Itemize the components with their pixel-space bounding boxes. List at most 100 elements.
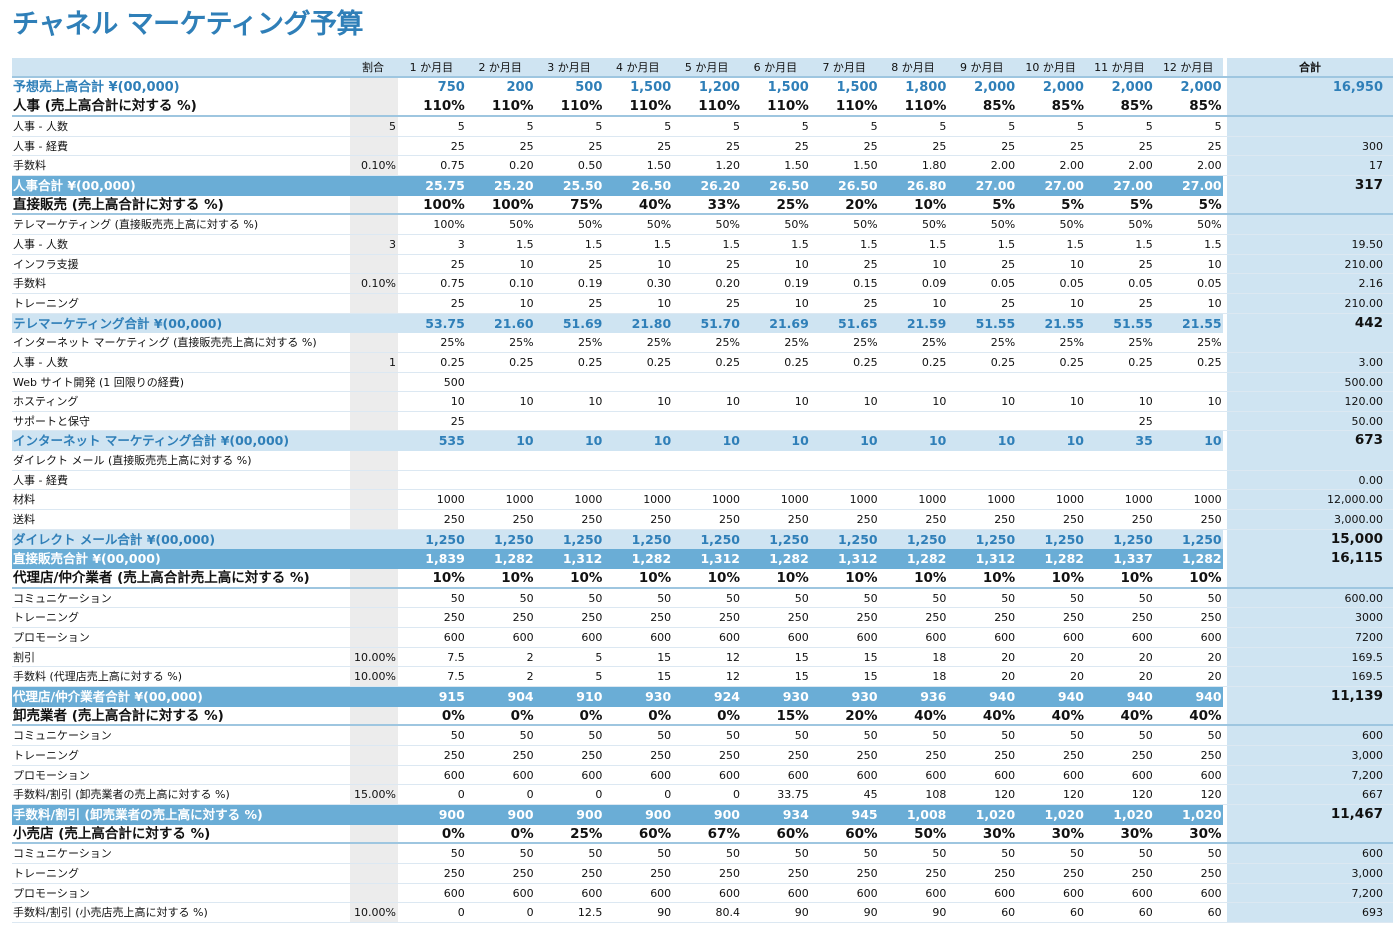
month-value-cell[interactable]: 1,020	[1113, 806, 1153, 822]
month-value-cell[interactable]: 40%	[638, 196, 672, 213]
month-value-cell[interactable]: 50	[588, 729, 603, 743]
row-pct-cell[interactable]	[350, 765, 398, 785]
row-label-cell[interactable]: コミュニケーション	[13, 591, 112, 605]
month-value-cell[interactable]	[398, 471, 467, 490]
month-value-cell[interactable]: 5	[595, 650, 603, 664]
month-value-cell[interactable]: 7.5	[447, 670, 465, 684]
month-value-cell[interactable]: 1,250	[700, 531, 740, 547]
row-pct-cell[interactable]: 10.00%	[350, 647, 398, 667]
month-value-cell[interactable]: 5	[595, 670, 603, 684]
month-value-cell[interactable]: 940	[1195, 689, 1222, 704]
month-value-cell[interactable]: 53.75	[425, 315, 465, 331]
month-value-cell[interactable]	[536, 412, 605, 431]
row-label-cell[interactable]: サポートと保守	[13, 414, 90, 428]
month-value-cell[interactable]: 250	[1131, 748, 1153, 762]
month-value-cell[interactable]: 0.20	[715, 277, 740, 291]
month-value-cell[interactable]: 250	[718, 748, 740, 762]
month-value-cell[interactable]: 2.00	[1059, 159, 1084, 173]
month-value-cell[interactable]: 250	[581, 513, 603, 527]
month-value-cell[interactable]: 40%	[1051, 707, 1084, 724]
month-value-cell[interactable]: 2.00	[990, 159, 1016, 173]
month-value-cell[interactable]	[811, 412, 880, 431]
month-value-cell[interactable]: 250	[1131, 866, 1153, 880]
month-value-cell[interactable]: 50%	[853, 218, 878, 232]
month-value-cell[interactable]: 25	[932, 139, 947, 153]
month-value-cell[interactable]: 1,500	[836, 79, 878, 95]
month-value-cell[interactable]: 25	[794, 139, 809, 153]
month-value-cell[interactable]	[1155, 412, 1224, 431]
month-value-cell[interactable]: 600	[581, 886, 603, 900]
month-value-cell[interactable]: 50	[1207, 591, 1222, 605]
month-value-cell[interactable]: 50	[450, 729, 465, 743]
row-label-cell[interactable]: 手数料	[13, 159, 46, 173]
month-value-cell[interactable]: 600	[1131, 631, 1153, 645]
month-value-cell[interactable]: 924	[713, 689, 740, 704]
row-label-cell[interactable]: プロモーション	[13, 886, 90, 900]
row-total-cell[interactable]	[1227, 569, 1393, 587]
row-label-cell[interactable]: 代理店/仲介業者 (売上高合計売上高に対する %)	[13, 570, 310, 587]
month-value-cell[interactable]	[673, 471, 742, 490]
month-value-cell[interactable]: 25%	[784, 336, 809, 350]
row-label-cell[interactable]: コミュニケーション	[13, 729, 112, 743]
header-month-cell[interactable]: 9 か月目	[960, 61, 1004, 74]
month-value-cell[interactable]: 100%	[433, 218, 465, 232]
month-value-cell[interactable]: 600	[650, 631, 672, 645]
month-value-cell[interactable]: 60%	[776, 825, 809, 842]
month-value-cell[interactable]: 1,500	[767, 79, 809, 95]
month-value-cell[interactable]: 0	[457, 788, 465, 802]
row-total-cell[interactable]: 12,000.00	[1227, 490, 1393, 510]
row-total-cell[interactable]: 120.00	[1227, 392, 1393, 411]
month-value-cell[interactable]: 600	[1200, 886, 1222, 900]
month-value-cell[interactable]: 250	[443, 866, 465, 880]
month-value-cell[interactable]: 600	[512, 631, 534, 645]
month-value-cell[interactable]: 50	[863, 729, 878, 743]
row-total-cell[interactable]: 600.00	[1227, 588, 1393, 608]
row-pct-cell[interactable]	[350, 451, 398, 470]
month-value-cell[interactable]: 930	[782, 689, 809, 704]
month-value-cell[interactable]: 250	[1062, 748, 1084, 762]
month-value-cell[interactable]: 10	[1066, 433, 1084, 449]
month-value-cell[interactable]: 600	[856, 631, 878, 645]
month-value-cell[interactable]	[880, 471, 949, 490]
month-value-cell[interactable]: 1.5	[653, 237, 672, 251]
month-value-cell[interactable]: 50	[1069, 591, 1084, 605]
month-value-cell[interactable]: 250	[994, 748, 1016, 762]
month-value-cell[interactable]: 1,312	[562, 551, 603, 567]
month-value-cell[interactable]: 250	[856, 611, 878, 625]
month-value-cell[interactable]: 60	[1001, 906, 1016, 920]
month-value-cell[interactable]: 51.65	[838, 315, 878, 331]
month-value-cell[interactable]: 5	[732, 119, 740, 133]
row-pct-cell[interactable]: 1	[350, 352, 398, 372]
month-value-cell[interactable]: 50%	[914, 825, 947, 842]
month-value-cell[interactable]: 60%	[845, 825, 878, 842]
month-value-cell[interactable]	[1086, 451, 1155, 470]
month-value-cell[interactable]	[742, 373, 811, 392]
month-value-cell[interactable]: 2,000	[974, 79, 1016, 95]
month-value-cell[interactable]: 21.55	[1182, 315, 1222, 331]
row-total-cell[interactable]: 600	[1227, 726, 1393, 745]
month-value-cell[interactable]: 10	[1069, 395, 1084, 409]
month-value-cell[interactable]: 600	[994, 768, 1016, 782]
month-value-cell[interactable]: 20	[1001, 650, 1016, 664]
month-value-cell[interactable]	[673, 451, 742, 470]
row-total-cell[interactable]: 169.5	[1227, 667, 1393, 686]
month-value-cell[interactable]: 1,250	[838, 531, 878, 547]
month-value-cell[interactable]: 904	[507, 689, 534, 704]
month-value-cell[interactable]: 25	[588, 139, 603, 153]
month-value-cell[interactable]: 0.25	[990, 355, 1016, 369]
header-month-cell[interactable]: 5 か月目	[684, 61, 729, 74]
month-value-cell[interactable]: 21.69	[769, 315, 809, 331]
month-value-cell[interactable]: 10%	[432, 570, 465, 587]
row-total-cell[interactable]: 16,115	[1227, 549, 1393, 570]
month-value-cell[interactable]: 600	[1062, 631, 1084, 645]
month-value-cell[interactable]: 0	[526, 906, 534, 920]
month-value-cell[interactable]: 25.50	[562, 177, 603, 193]
month-value-cell[interactable]: 600	[1062, 768, 1084, 782]
month-value-cell[interactable]: 20	[1001, 670, 1016, 684]
month-value-cell[interactable]: 1,500	[630, 79, 672, 95]
row-label-cell[interactable]: 直接販売合計 ¥(00,000)	[13, 551, 161, 567]
month-value-cell[interactable]: 940	[989, 689, 1016, 704]
month-value-cell[interactable]: 1.20	[715, 159, 740, 173]
month-value-cell[interactable]: 1.5	[1135, 237, 1153, 251]
month-value-cell[interactable]: 1,020	[1182, 806, 1222, 822]
